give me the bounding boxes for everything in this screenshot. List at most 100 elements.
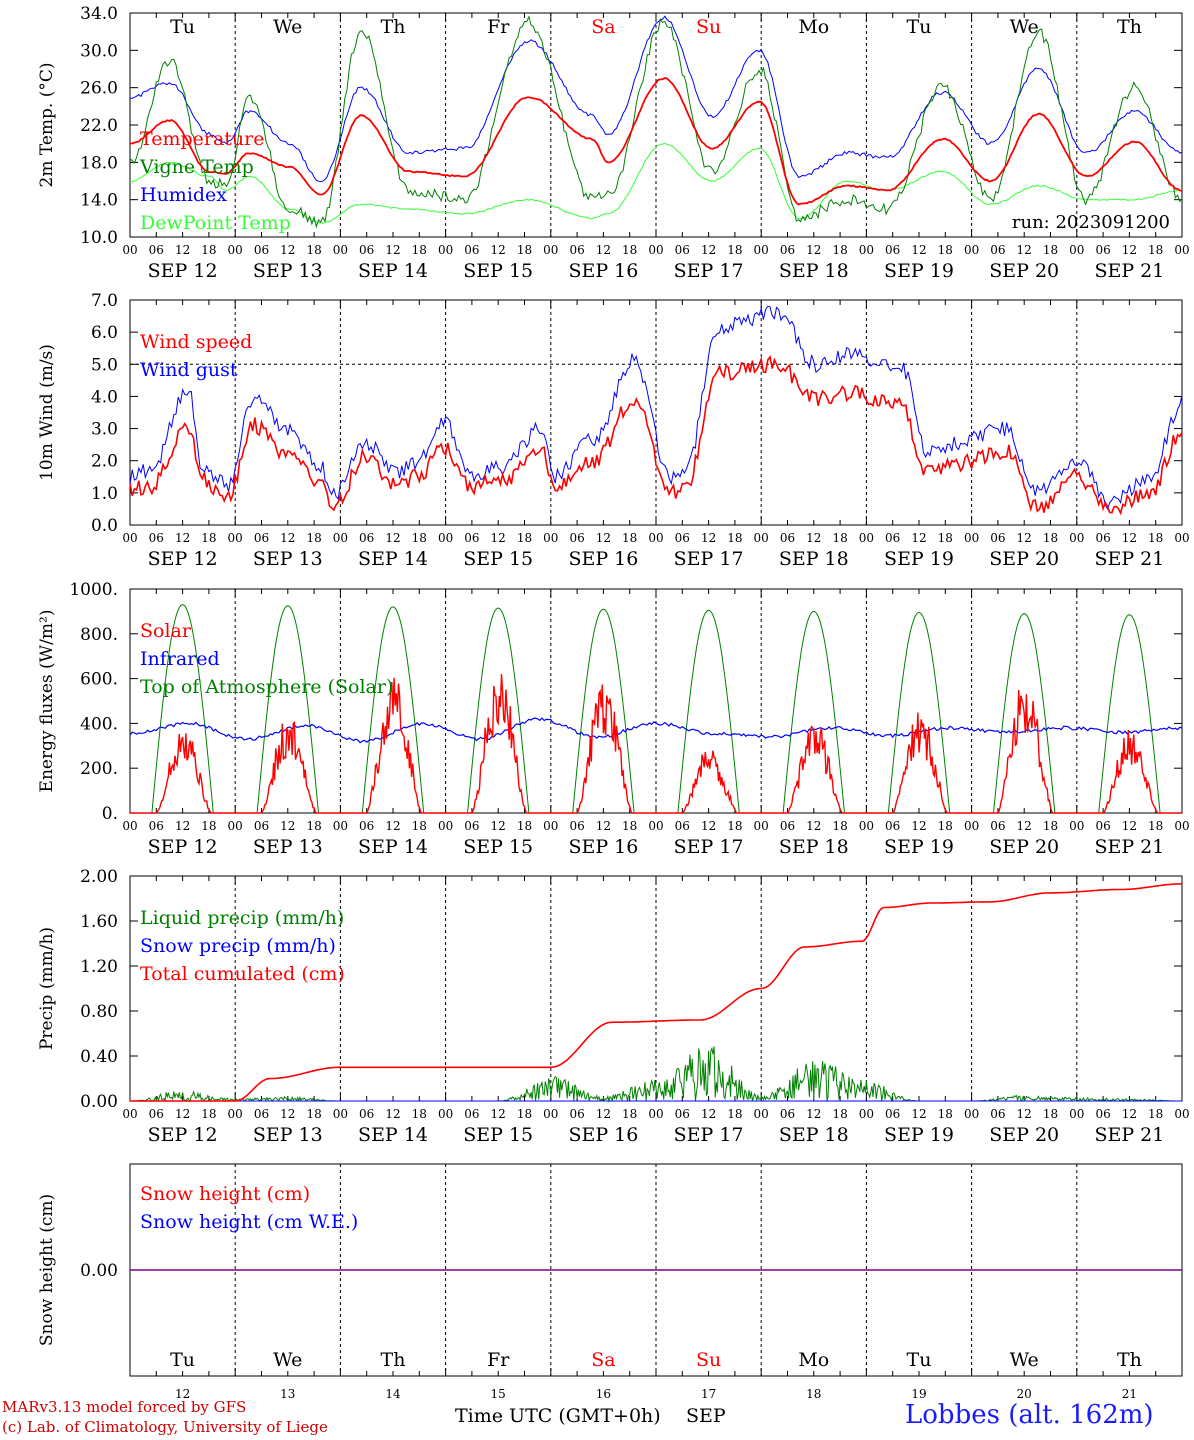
- day-name: Tu: [170, 16, 195, 38]
- date-label: SEP 12: [148, 836, 218, 858]
- day-name: Th: [381, 16, 406, 38]
- hour-label: 12: [1122, 243, 1137, 257]
- date-label: SEP 20: [989, 1124, 1059, 1146]
- panel-frame: [129, 588, 1183, 814]
- hour-label: 06: [675, 243, 690, 257]
- hour-label: 00: [438, 819, 453, 833]
- hour-label: 12: [1017, 1107, 1032, 1121]
- date-label: SEP 15: [463, 836, 533, 858]
- hour-label: 18: [517, 1107, 532, 1121]
- hour-label: 00: [859, 243, 874, 257]
- hour-label: 18: [306, 243, 321, 257]
- day-name: Su: [696, 1349, 721, 1371]
- hour-label: 18: [938, 243, 953, 257]
- hour-label: 18: [727, 531, 742, 545]
- y-tick-label: 2.00: [80, 867, 118, 887]
- hour-label: 12: [385, 1107, 400, 1121]
- day-number: 13: [280, 1387, 295, 1401]
- legend-entry: Vigne Temp: [139, 156, 254, 178]
- hour-label: 18: [832, 531, 847, 545]
- date-label: SEP 18: [779, 836, 849, 858]
- hour-label: 18: [306, 1107, 321, 1121]
- y-tick-label: 26.0: [80, 79, 118, 99]
- date-label: SEP 19: [884, 260, 954, 282]
- hour-label: 12: [1017, 819, 1032, 833]
- hour-label: 00: [648, 1107, 663, 1121]
- date-label: SEP 13: [253, 548, 323, 570]
- lab-credit: (c) Lab. of Climatology, University of L…: [2, 1418, 328, 1436]
- hour-label: 00: [122, 243, 137, 257]
- run-label: run: 2023091200: [1012, 212, 1170, 233]
- hour-label: 12: [596, 1107, 611, 1121]
- hour-label: 06: [149, 243, 164, 257]
- hour-label: 00: [859, 819, 874, 833]
- series-line: [129, 355, 1183, 516]
- date-label: SEP 17: [674, 836, 744, 858]
- hour-label: 18: [727, 1107, 742, 1121]
- hour-label: 18: [938, 531, 953, 545]
- hour-label: 12: [701, 531, 716, 545]
- hour-label: 06: [675, 531, 690, 545]
- hour-label: 12: [491, 243, 506, 257]
- hour-label: 06: [149, 819, 164, 833]
- hour-label: 00: [543, 243, 558, 257]
- y-tick-label: 0.80: [80, 1002, 118, 1022]
- hour-label: 18: [938, 819, 953, 833]
- hour-label: 18: [622, 1107, 637, 1121]
- day-number: 14: [385, 1387, 401, 1401]
- hour-label: 06: [254, 819, 269, 833]
- day-name: Tu: [170, 1349, 195, 1371]
- legend-entry: Temperature: [140, 128, 264, 150]
- hour-label: 06: [464, 243, 479, 257]
- date-label: SEP 20: [989, 260, 1059, 282]
- series-line: [130, 883, 1182, 1102]
- hour-label: 00: [964, 1107, 979, 1121]
- hour-label: 06: [464, 819, 479, 833]
- date-label: SEP 18: [779, 548, 849, 570]
- hour-label: 00: [754, 1107, 769, 1121]
- y-tick-label: 3.0: [91, 420, 118, 440]
- date-label: SEP 15: [463, 260, 533, 282]
- date-label: SEP 21: [1094, 836, 1164, 858]
- hour-label: 06: [464, 531, 479, 545]
- day-number: 17: [701, 1387, 716, 1401]
- day-number: 21: [1122, 1387, 1137, 1401]
- y-tick-label: 14.0: [80, 191, 118, 211]
- y-tick-label: 10.0: [80, 228, 118, 248]
- legend-entry: Wind speed: [140, 331, 252, 353]
- legend-entry: Total cumulated (cm): [140, 963, 345, 985]
- series-line: [129, 142, 1183, 224]
- y-axis-label: Energy fluxes (W/m²): [37, 610, 57, 793]
- day-name: We: [273, 16, 302, 38]
- hour-label: 06: [359, 531, 374, 545]
- hour-label: 00: [754, 531, 769, 545]
- hour-label: 12: [596, 243, 611, 257]
- day-name: Sa: [591, 1349, 615, 1371]
- hour-label: 12: [175, 819, 190, 833]
- hour-label: 06: [885, 1107, 900, 1121]
- hour-label: 12: [280, 1107, 295, 1121]
- y-tick-label: 34.0: [80, 4, 118, 24]
- date-label: SEP 21: [1094, 260, 1164, 282]
- month-label: SEP: [686, 1405, 726, 1427]
- date-label: SEP 14: [358, 548, 428, 570]
- hour-label: 12: [385, 819, 400, 833]
- date-label: SEP 17: [674, 260, 744, 282]
- hour-label: 18: [517, 243, 532, 257]
- date-label: SEP 15: [463, 548, 533, 570]
- station-name: Lobbes (alt. 162m): [905, 1400, 1154, 1430]
- legend-entry: Wind gust: [140, 359, 238, 381]
- y-tick-label: 4.0: [91, 387, 118, 407]
- hour-label: 18: [517, 819, 532, 833]
- hour-label: 00: [1069, 1107, 1084, 1121]
- hour-label: 06: [885, 819, 900, 833]
- hour-label: 00: [228, 1107, 243, 1121]
- y-tick-label: 0.00: [80, 1092, 118, 1112]
- hour-label: 06: [990, 243, 1005, 257]
- date-label: SEP 15: [463, 1124, 533, 1146]
- hour-label: 00: [543, 1107, 558, 1121]
- date-label: SEP 13: [253, 836, 323, 858]
- day-number: 12: [175, 1387, 190, 1401]
- hour-label: 06: [675, 1107, 690, 1121]
- hour-label: 06: [254, 531, 269, 545]
